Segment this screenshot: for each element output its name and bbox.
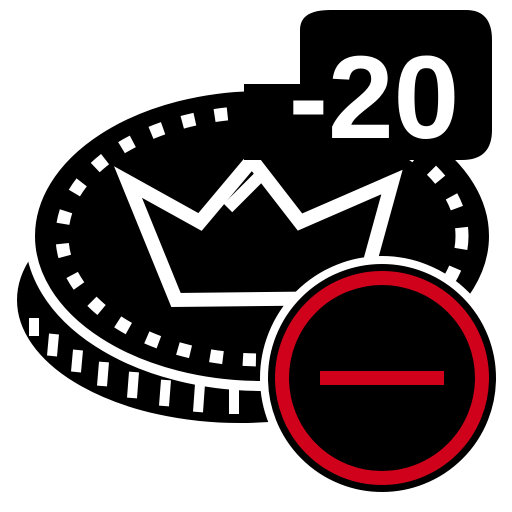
crown-shape — [114, 148, 403, 308]
amount-badge-backdrop — [244, 10, 492, 160]
amount-label: -20 — [289, 32, 460, 164]
coin-edge-ridge-3 — [71, 349, 83, 373]
amount-badge-icon: -20 — [244, 10, 492, 164]
crown-left-spike — [223, 165, 287, 213]
coin-edge-ridge-5 — [127, 371, 139, 399]
coin-edge-ridge-7 — [193, 383, 205, 413]
coin-edge-ridge-4 — [97, 361, 109, 387]
crown-icon — [114, 148, 403, 308]
minus-bar — [320, 371, 444, 385]
coin-dotted-ring — [55, 105, 469, 367]
minus-icon — [260, 256, 504, 500]
coin-edge-ridge-2 — [47, 333, 59, 357]
coin-edge-ridge-6 — [159, 379, 171, 407]
coin-edge-ridges — [29, 318, 239, 414]
